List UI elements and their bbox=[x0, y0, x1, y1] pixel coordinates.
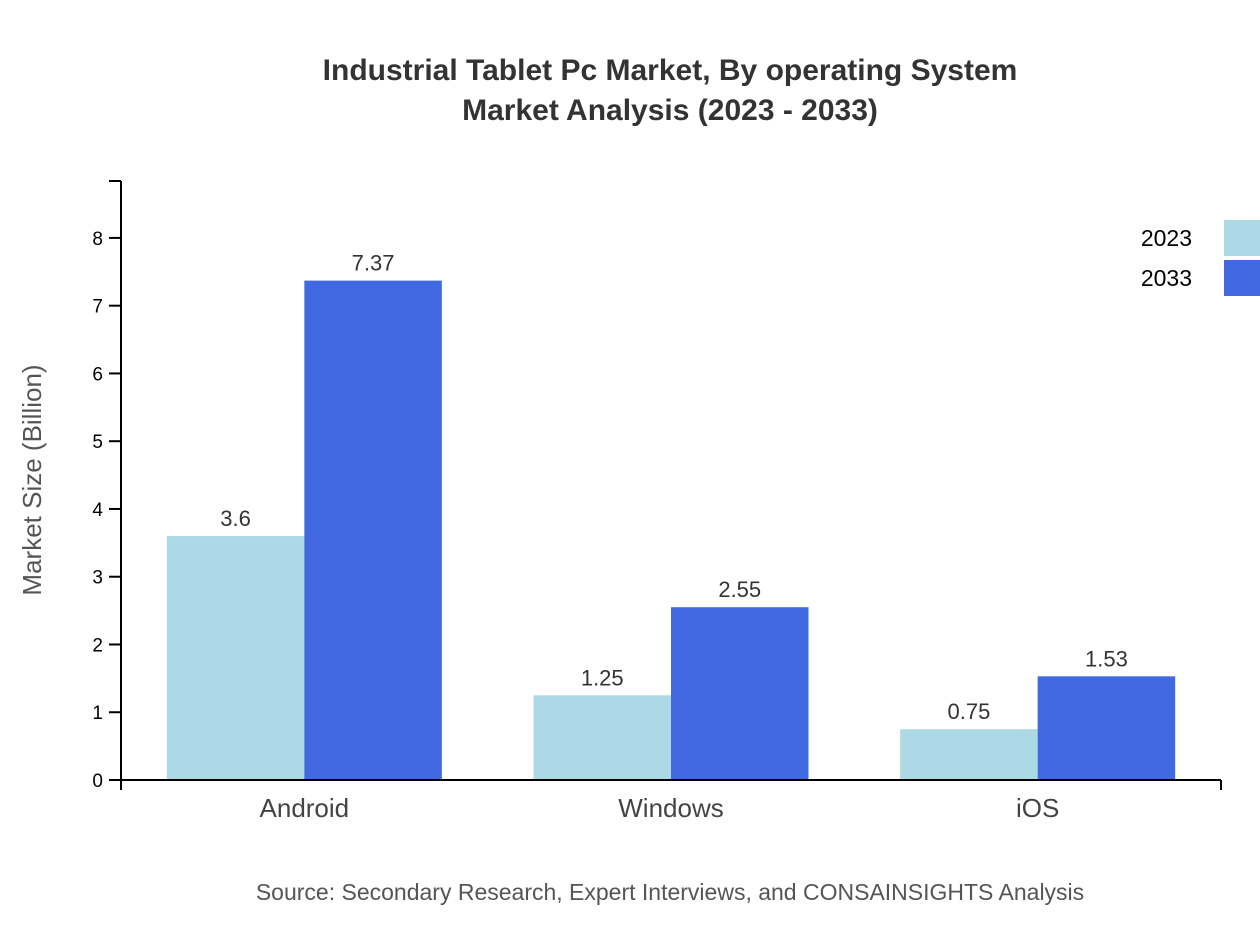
bar-2023-Android bbox=[166, 536, 305, 780]
data-label: 1.53 bbox=[1085, 646, 1128, 671]
data-label: 3.6 bbox=[220, 506, 251, 531]
source-note: Source: Secondary Research, Expert Inter… bbox=[256, 879, 1084, 905]
legend-label: 2023 bbox=[1141, 225, 1192, 251]
y-tick-label: 0 bbox=[92, 771, 103, 792]
bar-2023-Windows bbox=[533, 695, 671, 780]
chart-title-line1: Industrial Tablet Pc Market, By operatin… bbox=[323, 54, 1018, 87]
y-tick-label: 5 bbox=[92, 432, 103, 453]
x-tick-label: Android bbox=[260, 793, 350, 823]
y-tick-label: 3 bbox=[92, 568, 103, 589]
y-tick-label: 8 bbox=[92, 229, 103, 250]
bar-2023-iOS bbox=[900, 729, 1038, 780]
legend-label: 2033 bbox=[1141, 265, 1192, 291]
y-tick-label: 6 bbox=[92, 364, 103, 385]
chart-title-line2: Market Analysis (2023 - 2033) bbox=[462, 94, 878, 127]
data-label: 7.37 bbox=[352, 251, 395, 276]
data-label: 0.75 bbox=[948, 699, 991, 724]
y-axis-label: Market Size (Billion) bbox=[17, 364, 47, 595]
y-tick-label: 1 bbox=[92, 703, 103, 724]
x-tick-label: iOS bbox=[1016, 793, 1059, 823]
legend-swatch-2033 bbox=[1224, 260, 1260, 296]
bar-2033-Windows bbox=[671, 607, 809, 780]
y-tick-label: 4 bbox=[92, 500, 103, 521]
data-label: 2.55 bbox=[718, 577, 761, 602]
bar-2033-iOS bbox=[1037, 676, 1176, 780]
legend-swatch-2023 bbox=[1224, 220, 1260, 256]
bar-2033-Android bbox=[304, 280, 442, 780]
plot-area: 3.6 1.25 0.75 7.37 2.55 1.53 0 1 2 3 4 5 6 7 8 Android W… bbox=[92, 180, 1260, 823]
y-tick-label: 2 bbox=[92, 635, 103, 656]
data-label: 1.25 bbox=[581, 665, 624, 690]
y-tick-label: 7 bbox=[92, 297, 103, 318]
x-tick-label: Windows bbox=[618, 793, 723, 823]
